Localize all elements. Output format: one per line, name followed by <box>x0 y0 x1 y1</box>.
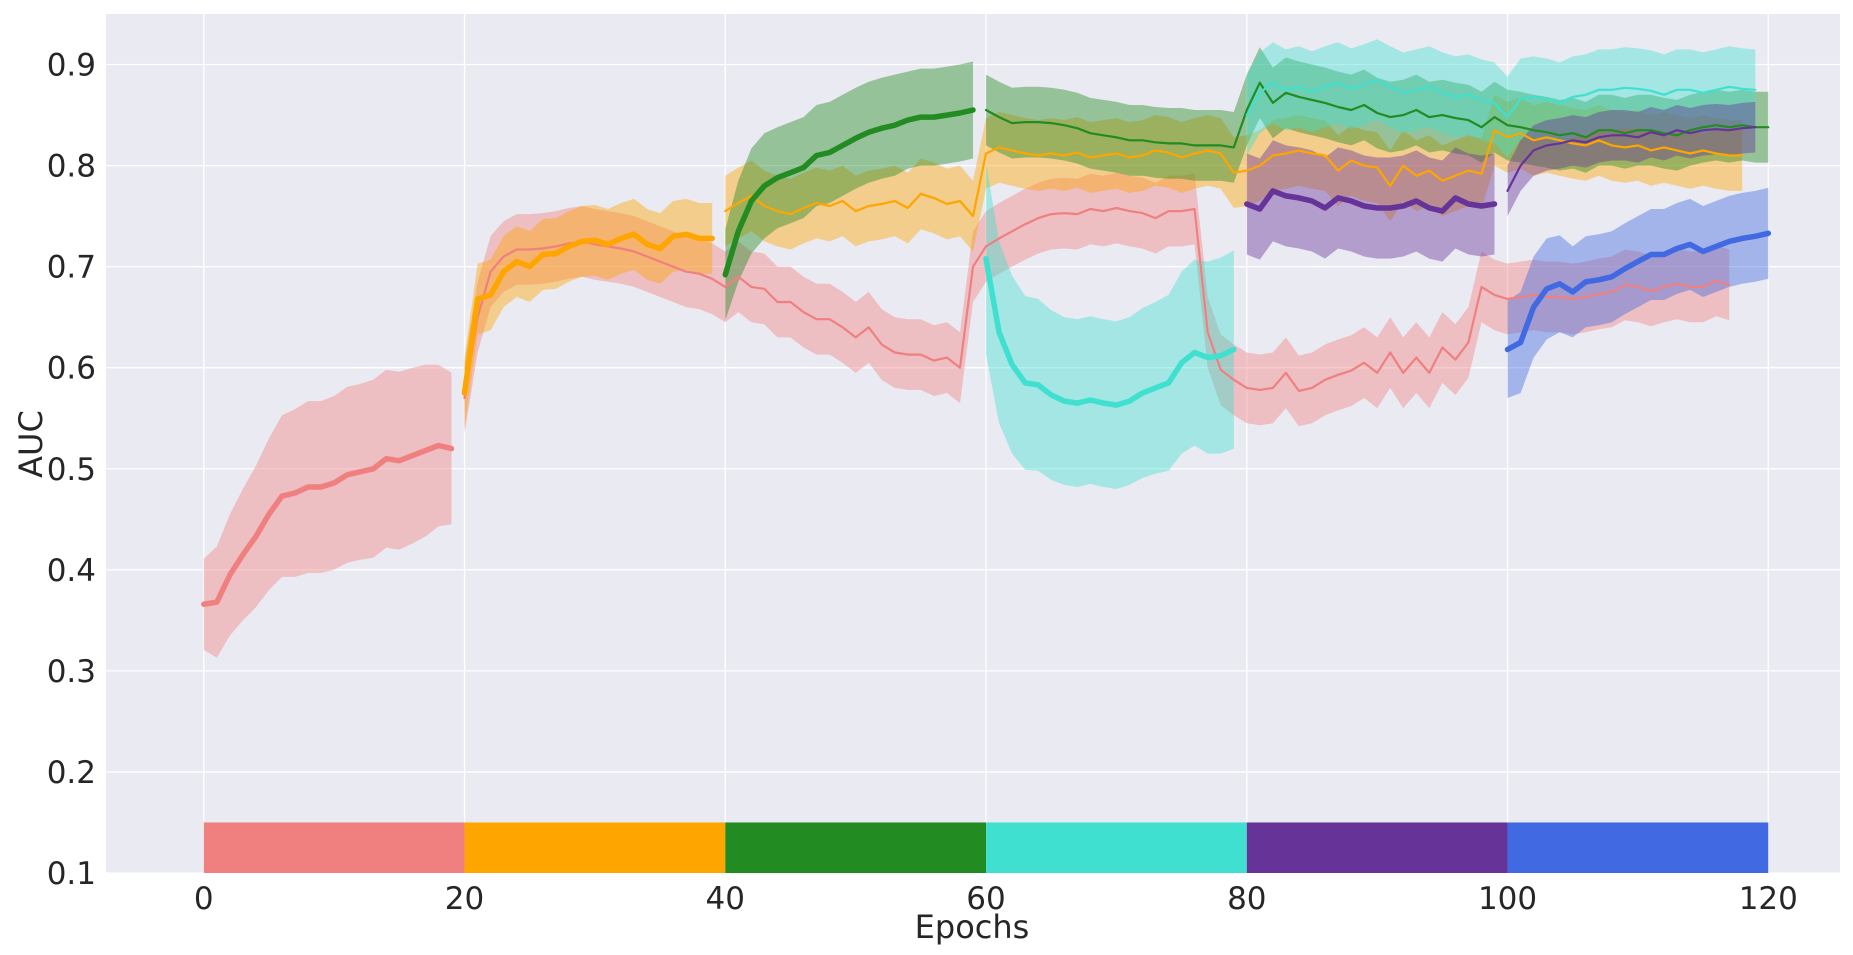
x-tick-label: 60 <box>966 881 1005 917</box>
task-bar-6 <box>1507 822 1769 873</box>
task3-train-band <box>725 61 973 321</box>
y-tick-label: 0.7 <box>47 250 96 286</box>
task4-eval-band <box>1246 39 1756 158</box>
task1-eval-line <box>463 206 1731 400</box>
task4-train-line <box>983 255 1237 408</box>
x-axis-label: Epochs <box>915 908 1030 946</box>
y-tick-label: 0.5 <box>47 452 96 488</box>
series-lines <box>201 78 1772 607</box>
task-bar-5 <box>1246 822 1508 873</box>
task6-train-line <box>1504 230 1772 353</box>
x-tick-label: 0 <box>194 881 214 917</box>
task2-eval-line <box>724 129 1744 218</box>
task-bar-4 <box>986 822 1247 873</box>
task5-train-line <box>1244 188 1498 214</box>
task2-train-line <box>461 231 715 396</box>
task-bars <box>203 822 1769 873</box>
task5-train-band <box>1246 140 1495 262</box>
task1-eval-band <box>464 172 1730 434</box>
task3-eval-band <box>986 47 1769 183</box>
task-bar-3 <box>725 822 987 873</box>
plot-background <box>106 14 1840 873</box>
x-tick-label: 120 <box>1739 881 1798 917</box>
y-tick-label: 0.2 <box>47 755 96 791</box>
x-tick-label: 100 <box>1478 881 1537 917</box>
task4-train-band <box>986 162 1234 489</box>
y-tick-label: 0.9 <box>47 48 96 84</box>
y-axis-label: AUC <box>12 410 50 478</box>
task5-eval-line <box>1506 126 1757 192</box>
task2-train-band <box>464 198 713 429</box>
y-tick-label: 0.3 <box>47 654 96 690</box>
x-axis-ticks: 0 20 40 60 80 100 120 <box>194 881 1798 917</box>
task1-train-band <box>203 364 452 658</box>
task3-eval-line <box>984 81 1770 149</box>
x-tick-label: 40 <box>706 881 745 917</box>
x-tick-label: 80 <box>1227 881 1266 917</box>
task6-train-band <box>1507 187 1769 398</box>
task3-train-line <box>722 107 976 278</box>
task4-eval-line <box>1245 78 1757 119</box>
y-tick-label: 0.1 <box>47 856 96 892</box>
y-tick-label: 0.8 <box>47 149 96 185</box>
y-tick-label: 0.4 <box>47 553 96 589</box>
task-bar-1 <box>203 822 465 873</box>
task-bar-2 <box>464 822 726 873</box>
y-axis-ticks: 0.1 0.2 0.3 0.4 0.5 0.6 0.7 0.8 0.9 <box>47 48 96 892</box>
y-tick-label: 0.6 <box>47 351 96 387</box>
task1-train-line <box>201 442 455 607</box>
x-tick-label: 20 <box>445 881 484 917</box>
